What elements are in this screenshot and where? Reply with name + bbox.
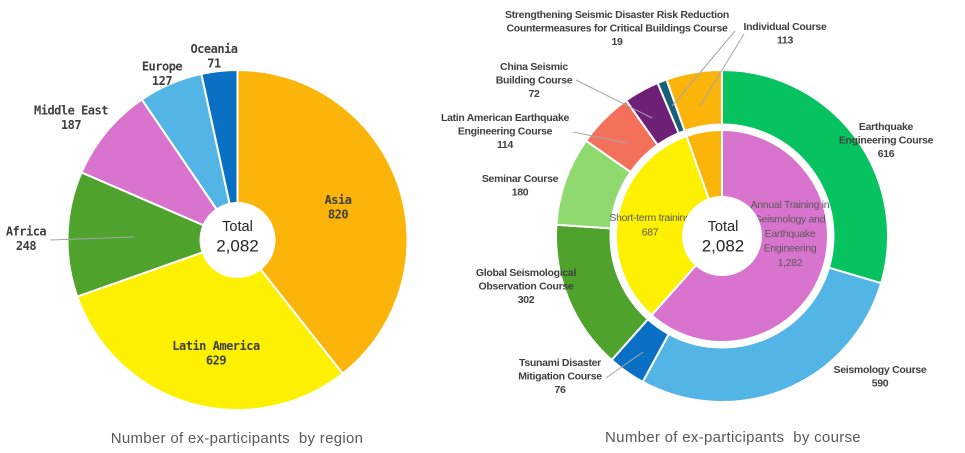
leader-line-1 bbox=[49, 236, 135, 241]
label-seismology-line-2: 590 bbox=[872, 378, 889, 390]
slice-africa bbox=[66, 171, 239, 298]
course-total-value: 2,082 bbox=[702, 237, 745, 256]
region-center-hole bbox=[199, 202, 276, 278]
course-total-label: Total bbox=[708, 219, 739, 235]
label-short-term-training-line-2: 687 bbox=[642, 227, 659, 239]
slice-latin-america bbox=[76, 239, 344, 411]
label-tsunami-line-3: 76 bbox=[554, 384, 566, 396]
label-global-seismological-line-1: Global Seismological bbox=[476, 267, 577, 279]
label-tsunami-line-1: Tsunami Disaster bbox=[519, 357, 601, 369]
label-europe-line-2: 127 bbox=[152, 74, 172, 88]
course-sunburst-chart: Annual Training in Seismology and Earthqua… bbox=[441, 9, 934, 403]
label-strengthening-line-2: Countermeasures for Critical Buildings C… bbox=[506, 23, 728, 35]
label-annual-training-line-5: 1,282 bbox=[778, 257, 803, 269]
label-europe-line-1: Europe bbox=[142, 60, 183, 74]
label-seismology-line-1: Seismology Course bbox=[834, 364, 927, 376]
slice-middle-east bbox=[80, 98, 239, 241]
label-annual-training-line-2: Seismology and bbox=[755, 214, 826, 226]
label-global-seismological-line-3: 302 bbox=[518, 294, 535, 306]
label-annual-training-line-1: Annual Training in bbox=[751, 199, 830, 211]
label-annual-training-line-3: Earthquake bbox=[765, 228, 816, 240]
leader-line-1 bbox=[605, 351, 644, 379]
slice-individual bbox=[665, 69, 723, 132]
slice-short-term-training bbox=[615, 135, 723, 317]
slice-asia bbox=[236, 69, 409, 375]
label-strengthening-line-1: Strengthening Seismic Disaster Risk Redu… bbox=[505, 9, 729, 21]
leader-line-5 bbox=[699, 33, 745, 107]
label-middle-east-line-1: Middle East bbox=[34, 104, 108, 118]
course-chart-caption: Number of ex-participants by course bbox=[605, 429, 861, 446]
label-latin-america-line-2: 629 bbox=[206, 354, 226, 368]
label-earthquake-engineering-line-2: Engineering Course bbox=[839, 135, 934, 147]
label-earthquake-engineering-line-1: Earthquake bbox=[859, 121, 914, 133]
label-asia-line-2: 820 bbox=[328, 208, 348, 222]
region-total-label: Total bbox=[222, 219, 253, 235]
label-tsunami-line-2: Mitigation Course bbox=[518, 371, 602, 383]
slice-oceania bbox=[200, 69, 239, 241]
label-individual-line-2: 113 bbox=[777, 35, 793, 47]
region-chart-caption: Number of ex-participants by region bbox=[111, 430, 364, 447]
label-china-seismic-line-3: 72 bbox=[528, 88, 540, 100]
label-seminar-line-1: Seminar Course bbox=[482, 173, 559, 185]
label-latin-america-line-1: Latin America bbox=[172, 339, 260, 353]
label-latin-american-eq-line-1: Latin American Earthquake bbox=[441, 112, 570, 124]
region-total-value: 2,082 bbox=[216, 237, 259, 256]
label-short-term-training-line-1: Short-term training bbox=[609, 212, 691, 224]
course-center-hole bbox=[682, 196, 762, 276]
label-china-seismic-line-2: Building Course bbox=[496, 75, 573, 87]
slice-earthquake-engineering bbox=[721, 69, 889, 285]
label-earthquake-engineering-line-3: 616 bbox=[878, 148, 895, 160]
leader-line-2 bbox=[572, 131, 628, 144]
label-strengthening-line-3: 19 bbox=[611, 36, 623, 48]
label-annual-training-line-4: Engineering bbox=[764, 243, 817, 255]
label-seminar-line-2: 180 bbox=[512, 187, 529, 199]
label-africa-line-2: 248 bbox=[16, 239, 36, 253]
label-oceania-line-1: Oceania bbox=[190, 42, 237, 56]
label-africa-line-1: Africa bbox=[6, 225, 47, 239]
label-asia-line-1: Asia bbox=[325, 193, 352, 207]
label-oceania-line-2: 71 bbox=[207, 57, 221, 71]
label-china-seismic-line-1: China Seismic bbox=[500, 61, 568, 73]
label-latin-american-eq-line-2: Engineering Course bbox=[458, 126, 553, 138]
leader-line-3 bbox=[575, 79, 653, 119]
label-global-seismological-line-2: Observation Course bbox=[479, 281, 574, 293]
leader-line-4 bbox=[671, 30, 736, 107]
label-latin-american-eq-line-3: 114 bbox=[497, 139, 513, 151]
slice-seismology bbox=[641, 266, 883, 403]
label-individual-line-1: Individual Course bbox=[744, 21, 827, 33]
label-middle-east-line-2: 187 bbox=[61, 118, 81, 132]
